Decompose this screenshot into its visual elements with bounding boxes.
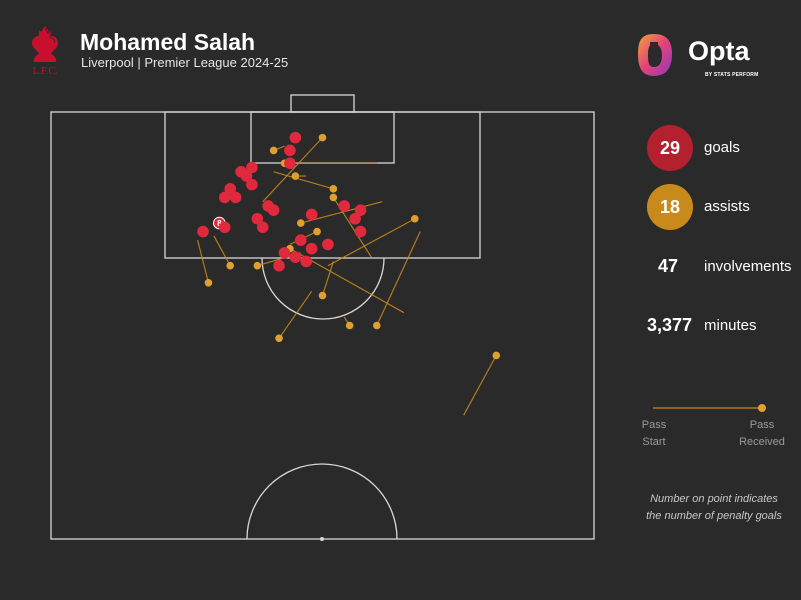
- goal-point: [305, 208, 318, 221]
- assist-layer: [197, 133, 501, 416]
- liverpool-crest-icon: L.F.C.: [32, 26, 58, 76]
- goal-point: [229, 191, 242, 204]
- assist-pass-line: [213, 235, 231, 267]
- penalty-goal-count: 8: [217, 219, 222, 228]
- legend-pass-received: Pass Received: [734, 417, 790, 451]
- note-line2: the number of penalty goals: [646, 510, 782, 522]
- goal-point: [289, 251, 302, 263]
- goal-point: [262, 200, 275, 212]
- goal-point: [354, 204, 367, 217]
- assist-received-point: [329, 193, 338, 202]
- centre-circle: [246, 463, 398, 540]
- assist-pass-line: [278, 290, 313, 339]
- goal-point: [273, 259, 285, 272]
- assist-received-point: [296, 219, 305, 227]
- involvements-value: 47: [658, 256, 679, 276]
- legend-end-line2: Received: [739, 436, 785, 448]
- assist-received-point: [275, 334, 283, 343]
- goal-point: [349, 212, 361, 225]
- opta-wordmark: Opta: [688, 36, 750, 66]
- goal-point: [289, 131, 302, 144]
- assist-pass-line: [327, 218, 416, 267]
- legend-end-line1: Pass: [749, 419, 775, 431]
- legend-start-line2: Start: [642, 436, 666, 448]
- goal-point: [246, 178, 258, 191]
- goal-point: [218, 221, 231, 234]
- assist-received-point: [313, 227, 321, 236]
- player-name: Mohamed Salah: [80, 29, 256, 55]
- legend-start-line1: Pass: [641, 419, 667, 431]
- note-text: Number on point indicates the number of …: [628, 491, 800, 525]
- centre-spot: [320, 537, 324, 541]
- assist-received-point: [492, 351, 501, 360]
- goal-box: [290, 94, 355, 113]
- goal-point: [246, 161, 258, 174]
- assists-badge: 18: [647, 184, 693, 230]
- goal-point: [338, 200, 351, 212]
- assist-pass-line: [321, 261, 334, 296]
- minutes-value: 3,377: [647, 315, 693, 335]
- assist-pass-line: [262, 137, 323, 203]
- assist-received-point: [269, 146, 278, 155]
- goal-point: [240, 170, 253, 182]
- assist-received-point: [226, 261, 234, 270]
- assist-received-point: [411, 214, 419, 223]
- pitch-lines: [50, 94, 595, 540]
- goal-point: [300, 255, 313, 268]
- goal-point: [251, 212, 264, 225]
- goal-point: [305, 242, 318, 255]
- assist-pass-line: [376, 231, 421, 326]
- assist-received-point: [345, 321, 354, 330]
- goal-point: [218, 191, 231, 204]
- minutes-label: minutes: [704, 317, 757, 334]
- goal-point: [354, 225, 367, 238]
- goals-badge: 29: [647, 125, 693, 171]
- crest-text: L.F.C.: [32, 66, 57, 76]
- assist-received-point: [329, 185, 338, 193]
- goals-label: goals: [704, 139, 740, 156]
- assist-received-point: [373, 321, 381, 330]
- goal-point: [256, 221, 269, 234]
- opta-logo-icon: [638, 34, 672, 76]
- goal-point: [284, 144, 296, 157]
- penalty-arc: [261, 257, 385, 320]
- assist-pass-line: [463, 355, 497, 416]
- assist-received-point: [318, 291, 327, 300]
- assist-received-point: [318, 133, 327, 142]
- opta-subtext: BY STATS PERFORM: [705, 72, 759, 78]
- assist-received-point: [204, 279, 213, 287]
- subtitle: Liverpool | Premier League 2024-25: [81, 55, 289, 70]
- assist-received-point: [291, 172, 300, 180]
- goal-point: [322, 238, 334, 251]
- assist-received-point: [253, 261, 262, 270]
- legend-pass-start: Pass Start: [638, 417, 670, 451]
- goal-layer: 8: [197, 131, 367, 272]
- note-line1: Number on point indicates: [650, 493, 778, 505]
- goal-point: [278, 247, 291, 259]
- goal-point: [224, 183, 236, 195]
- goal-point: [294, 234, 307, 246]
- pitch-outline: [50, 111, 595, 540]
- assist-pass-line: [197, 239, 210, 283]
- assists-label: assists: [704, 198, 750, 215]
- legend-pass-line: [653, 404, 766, 412]
- assist-pass-line: [273, 171, 334, 190]
- goal-point: [197, 225, 209, 238]
- involvements-label: involvements: [704, 258, 792, 275]
- goal-point: [284, 157, 296, 170]
